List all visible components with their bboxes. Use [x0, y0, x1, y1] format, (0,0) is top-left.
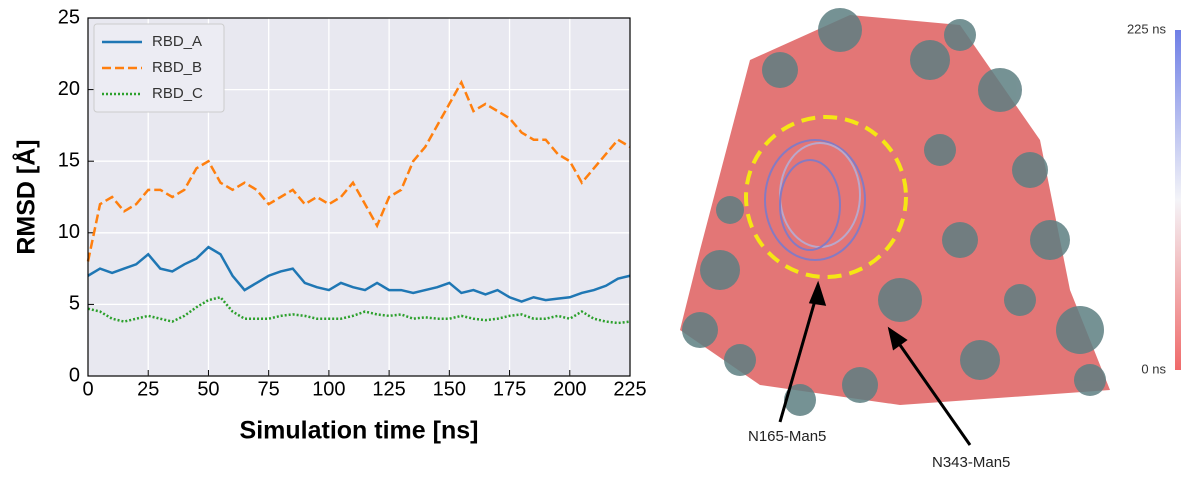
annotation: N343-Man5 — [932, 454, 1010, 471]
series-line — [87, 245, 631, 303]
glycan-surface — [682, 8, 1106, 416]
y-tick-label: 5 — [69, 293, 80, 315]
x-tick-label: 50 — [197, 378, 219, 400]
protein-body — [680, 15, 1110, 405]
x-axis-label: Simulation time [ns] — [240, 417, 479, 445]
line-chart: 0 25 50 75 100 125 150 175 200 225 0 5 10 15 20 25 RBD_A… — [12, 6, 647, 444]
legend-box — [93, 23, 225, 113]
colorbar-label: 0 ns — [1141, 361, 1166, 376]
y-axis-label: RMSD [Å] — [12, 139, 41, 254]
colorbar-label: 225 ns — [1127, 21, 1167, 36]
x-tick-label: 225 — [613, 378, 646, 400]
arrows — [778, 280, 972, 446]
y-tick-label: 25 — [58, 6, 80, 28]
x-tick-label: 75 — [258, 378, 280, 400]
legend-label: RBD_B — [152, 59, 202, 76]
x-tick-label: 0 — [82, 378, 93, 400]
plot-frame — [87, 17, 631, 377]
y-tick-label: 0 — [69, 364, 80, 386]
x-tick-label: 150 — [433, 378, 466, 400]
legend-label: RBD_A — [152, 33, 202, 50]
x-tick-label: 100 — [312, 378, 345, 400]
legend-label: RBD_C — [152, 85, 203, 102]
highlight-circle — [744, 115, 908, 279]
y-tick-label: 10 — [58, 221, 80, 243]
colorbar — [1175, 30, 1181, 370]
x-tick-label: 25 — [137, 378, 159, 400]
annotation: N165-Man5 — [748, 428, 826, 445]
x-tick-label: 175 — [493, 378, 526, 400]
rbd-trajectory — [764, 139, 866, 261]
series-line — [86, 79, 631, 262]
y-tick-label: 15 — [58, 149, 80, 171]
x-tick-label: 125 — [372, 378, 405, 400]
x-tick-label: 200 — [553, 378, 586, 400]
structure-image — [680, 8, 1181, 446]
y-tick-label: 20 — [58, 78, 80, 100]
